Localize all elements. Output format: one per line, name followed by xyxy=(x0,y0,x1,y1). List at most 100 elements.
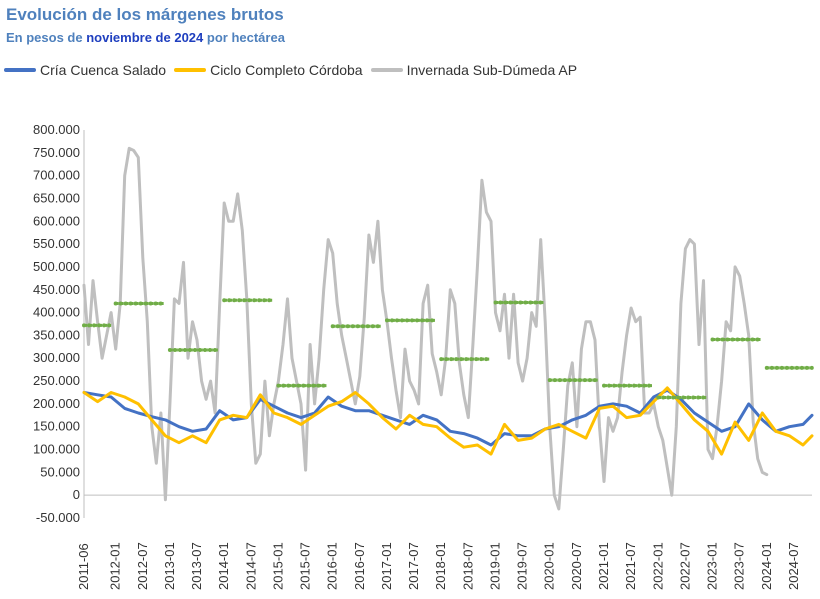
x-tick-label: 2015-07 xyxy=(298,542,313,590)
x-tick-label: 2023-01 xyxy=(705,542,720,590)
average-marker-dot xyxy=(538,300,543,305)
average-marker-dot xyxy=(735,337,740,342)
average-marker-dot xyxy=(399,318,404,323)
y-tick-label: 750.000 xyxy=(33,145,80,160)
average-marker-dot xyxy=(676,395,681,400)
average-marker-dot xyxy=(143,301,148,306)
average-marker-dot xyxy=(528,300,533,305)
average-marker-dot xyxy=(577,378,582,383)
average-marker-dot xyxy=(617,383,621,388)
average-marker-dot xyxy=(686,395,691,400)
average-marker-dot xyxy=(311,383,316,388)
average-marker-dot xyxy=(804,365,809,370)
x-tick-label: 2022-07 xyxy=(677,542,692,590)
x-tick-label: 2020-01 xyxy=(542,542,557,590)
average-marker-dot xyxy=(123,301,128,306)
x-tick-label: 2012-01 xyxy=(108,542,123,590)
average-marker-dot xyxy=(365,324,370,329)
x-tick-label: 2013-01 xyxy=(162,542,177,590)
x-tick-label: 2021-01 xyxy=(596,542,611,590)
average-marker-dot xyxy=(237,298,242,303)
average-marker-dot xyxy=(82,323,86,328)
x-tick-label: 2019-07 xyxy=(515,542,530,590)
average-marker-dot xyxy=(750,337,755,342)
y-tick-label: 350.000 xyxy=(33,327,80,342)
average-marker-dot xyxy=(691,395,696,400)
x-tick-label: 2014-07 xyxy=(243,542,258,590)
average-marker-dot xyxy=(681,395,686,400)
y-tick-label: -50.000 xyxy=(36,510,80,525)
average-marker-dot xyxy=(701,395,706,400)
average-marker-dot xyxy=(384,318,389,323)
average-marker-dot xyxy=(725,337,730,342)
average-marker-dot xyxy=(113,301,118,306)
average-marker-dot xyxy=(755,337,760,342)
average-marker-dot xyxy=(602,383,606,388)
legend-item-ciclo: Ciclo Completo Córdoba xyxy=(174,62,363,78)
average-marker-dot xyxy=(764,365,769,370)
average-marker-dot xyxy=(257,298,262,303)
x-tick-label: 2015-01 xyxy=(270,542,285,590)
average-marker-dot xyxy=(118,301,123,306)
average-marker-dot xyxy=(720,337,725,342)
average-marker-dot xyxy=(607,383,611,388)
average-marker-dot xyxy=(464,357,469,362)
average-marker-dot xyxy=(627,383,631,388)
average-marker-dot xyxy=(242,298,247,303)
average-marker-dot xyxy=(730,337,735,342)
x-tick-label: 2018-07 xyxy=(460,542,475,590)
average-marker-dot xyxy=(197,348,202,353)
x-tick-label: 2018-01 xyxy=(433,542,448,590)
average-marker-dot xyxy=(167,348,172,353)
average-marker-dot xyxy=(493,300,498,305)
average-marker-dot xyxy=(107,323,111,328)
x-tick-label: 2017-07 xyxy=(406,542,421,590)
subtitle-prefix: En pesos de xyxy=(6,30,83,45)
average-marker-dot xyxy=(252,298,257,303)
y-tick-label: 500.000 xyxy=(33,259,80,274)
average-marker-dot xyxy=(212,348,217,353)
subtitle-highlight: noviembre de 2024 xyxy=(86,30,204,45)
average-marker-dot xyxy=(375,324,380,329)
y-tick-label: 50.000 xyxy=(40,464,80,479)
series-line-0 xyxy=(82,388,814,447)
average-marker-dot xyxy=(508,300,513,305)
average-marker-dot xyxy=(562,378,567,383)
average-marker-dot xyxy=(557,378,562,383)
average-marker-dot xyxy=(592,378,597,383)
average-marker-dot xyxy=(424,318,429,323)
average-marker-dot xyxy=(404,318,409,323)
average-marker-dot xyxy=(389,318,394,323)
average-marker-dot xyxy=(498,300,503,305)
legend-swatch-cria xyxy=(4,68,36,72)
average-marker-dot xyxy=(133,301,138,306)
average-marker-dot xyxy=(128,301,133,306)
subtitle-suffix: por hectárea xyxy=(206,30,285,45)
average-marker-dot xyxy=(774,365,779,370)
average-marker-dot xyxy=(321,383,326,388)
average-marker-dot xyxy=(523,300,528,305)
average-marker-dot xyxy=(459,357,464,362)
average-marker-dot xyxy=(330,324,335,329)
average-marker-dot xyxy=(355,324,360,329)
average-marker-dot xyxy=(671,395,676,400)
legend-label-cria: Cría Cuenca Salado xyxy=(40,62,167,78)
average-marker-dot xyxy=(454,357,459,362)
average-marker-dot xyxy=(740,337,745,342)
y-tick-label: 0 xyxy=(73,487,80,502)
x-tick-label: 2016-01 xyxy=(325,542,340,590)
average-marker-dot xyxy=(281,383,286,388)
x-tick-label: 2012-07 xyxy=(135,542,150,590)
average-marker-dot xyxy=(192,348,197,353)
x-tick-label: 2024-07 xyxy=(786,542,801,590)
average-marker-dot xyxy=(296,383,301,388)
average-marker-dot xyxy=(172,348,177,353)
average-marker-dot xyxy=(202,348,207,353)
average-marker-dot xyxy=(587,378,592,383)
average-marker-dot xyxy=(572,378,577,383)
average-marker-dot xyxy=(547,378,552,383)
average-marker-dot xyxy=(637,383,641,388)
average-marker-dot xyxy=(409,318,414,323)
average-marker-dot xyxy=(360,324,365,329)
y-tick-label: 150.000 xyxy=(33,419,80,434)
